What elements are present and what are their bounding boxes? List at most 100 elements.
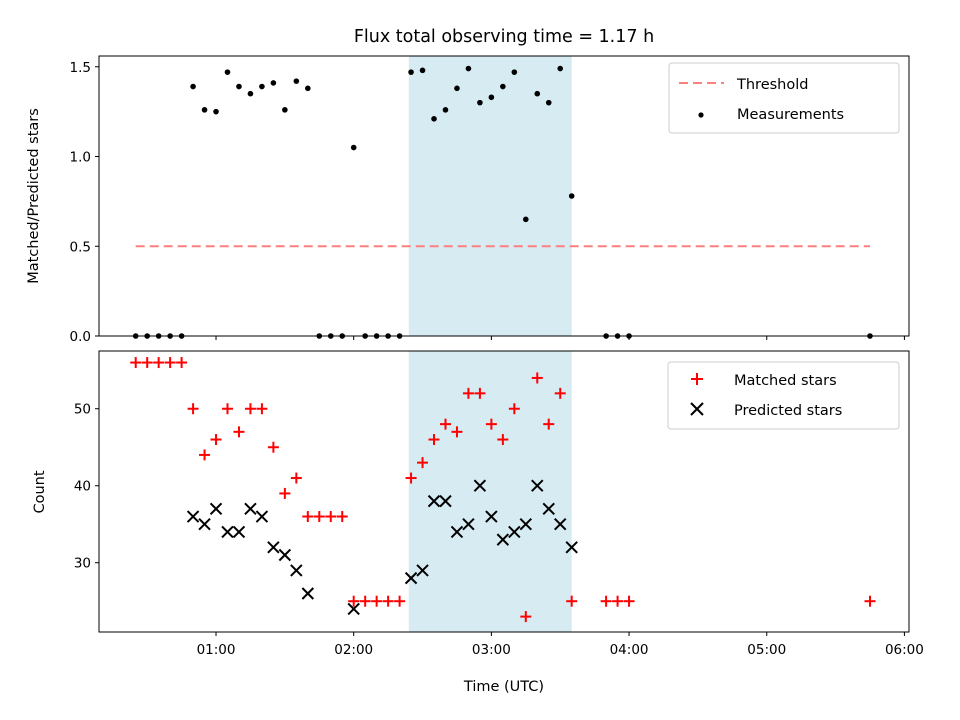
legend-threshold-label: Threshold bbox=[736, 77, 808, 93]
matched-star-point bbox=[566, 595, 578, 607]
matched-star-point bbox=[520, 611, 532, 623]
matched-star-point bbox=[164, 357, 176, 369]
bottom-y-axis: 30 40 50 bbox=[74, 402, 99, 572]
matched-star-point bbox=[256, 403, 268, 415]
matched-star-point bbox=[313, 511, 325, 523]
matched-star-point bbox=[600, 595, 612, 607]
bottom-x-axis: 01:00 02:00 03:00 04:00 05:00 06:00 bbox=[197, 632, 924, 658]
top-x-axis bbox=[215, 336, 905, 340]
matched-star-point bbox=[267, 441, 279, 453]
measurement-point bbox=[442, 107, 449, 113]
predicted-star-point bbox=[531, 479, 544, 492]
predicted-star-point bbox=[244, 502, 257, 516]
measurement-point bbox=[247, 90, 254, 97]
bottom-panel: 30 40 50 01:00 02:00 03:00 04:00 05:00 06:00 Co… bbox=[32, 350, 924, 695]
x-tick-label: 03:00 bbox=[472, 642, 511, 658]
measurement-point bbox=[568, 193, 575, 199]
predicted-star-point bbox=[519, 518, 533, 531]
measurement-point bbox=[190, 83, 196, 90]
matched-star-point bbox=[439, 418, 451, 430]
matched-star-point bbox=[176, 357, 188, 369]
matched-star-point bbox=[130, 357, 142, 369]
bottom-shaded-interval bbox=[408, 351, 572, 632]
matched-star-point bbox=[221, 403, 233, 415]
matched-star-point bbox=[371, 595, 383, 607]
matched-star-point bbox=[348, 595, 360, 607]
predicted-star-point bbox=[542, 502, 555, 516]
measurement-point bbox=[282, 107, 288, 113]
legend-predicted-swatch bbox=[690, 402, 704, 416]
y-tick-label: 30 bbox=[74, 556, 91, 572]
y-tick-label: 1.5 bbox=[70, 60, 91, 76]
y-tick-label: 40 bbox=[74, 479, 91, 495]
x-tick-label: 04:00 bbox=[610, 642, 649, 658]
predicted-star-point bbox=[508, 525, 521, 539]
count-points bbox=[130, 357, 876, 623]
measurement-point bbox=[465, 65, 472, 72]
predicted-star-point bbox=[554, 518, 567, 531]
measurement-point bbox=[305, 85, 311, 92]
measurement-point bbox=[201, 107, 208, 113]
y-tick-label: 0.0 bbox=[70, 329, 91, 345]
matched-star-point bbox=[864, 595, 876, 607]
top-y-axis-label: Matched/Predicted stars bbox=[26, 108, 42, 284]
predicted-star-point bbox=[301, 587, 315, 600]
predicted-star-point bbox=[485, 510, 498, 523]
predicted-star-point bbox=[232, 525, 246, 539]
measurement-point bbox=[431, 116, 437, 122]
top-panel: 0.0 0.5 1.0 1.5 Matched/Predicted stars Thr… bbox=[26, 55, 910, 345]
x-axis-label: Time (UTC) bbox=[463, 679, 544, 695]
matched-star-point bbox=[417, 457, 429, 469]
matched-star-point bbox=[141, 357, 153, 369]
measurement-point bbox=[236, 83, 242, 90]
legend-predicted-label: Predicted stars bbox=[734, 403, 842, 419]
matched-star-point bbox=[543, 418, 555, 430]
predicted-star-point bbox=[255, 510, 269, 523]
matched-star-point bbox=[531, 372, 543, 384]
matched-star-point bbox=[612, 595, 624, 607]
legend-measurements-swatch bbox=[698, 112, 704, 118]
predicted-star-point bbox=[427, 494, 441, 508]
measurement-point bbox=[511, 69, 518, 75]
matched-star-point bbox=[382, 595, 394, 607]
matched-star-point bbox=[325, 511, 337, 523]
predicted-star-point bbox=[186, 510, 200, 523]
x-tick-label: 06:00 bbox=[885, 642, 924, 658]
measurement-point bbox=[350, 144, 357, 151]
predicted-star-point bbox=[565, 541, 578, 554]
measurement-point bbox=[293, 78, 300, 84]
measurement-point bbox=[270, 80, 277, 86]
x-tick-label: 05:00 bbox=[747, 642, 786, 658]
y-tick-label: 0.5 bbox=[70, 239, 91, 255]
x-tick-label: 01:00 bbox=[197, 642, 236, 658]
predicted-star-point bbox=[450, 525, 464, 539]
matched-star-point bbox=[451, 426, 463, 438]
matched-star-point bbox=[428, 434, 440, 446]
y-tick-label: 50 bbox=[74, 402, 91, 418]
predicted-star-point bbox=[209, 502, 223, 516]
measurement-point bbox=[522, 216, 529, 223]
measurement-point bbox=[213, 108, 219, 115]
matched-star-point bbox=[485, 418, 497, 430]
measurement-point bbox=[477, 99, 483, 106]
matched-star-point bbox=[210, 434, 222, 446]
measurement-point bbox=[224, 69, 231, 75]
measurement-point bbox=[500, 83, 506, 90]
predicted-star-point bbox=[496, 533, 510, 546]
matched-star-point bbox=[359, 595, 371, 607]
predicted-star-point bbox=[439, 494, 452, 508]
predicted-star-point bbox=[290, 564, 303, 577]
predicted-star-point bbox=[278, 548, 292, 562]
matched-star-point bbox=[405, 472, 417, 484]
measurement-point bbox=[534, 90, 541, 97]
measurement-point bbox=[454, 85, 460, 92]
predicted-star-point bbox=[198, 518, 211, 531]
matched-star-point bbox=[233, 426, 245, 438]
top-plot-frame bbox=[98, 55, 910, 337]
matched-star-point bbox=[336, 511, 348, 523]
matched-star-point bbox=[199, 449, 211, 461]
legend-measurements-label: Measurements bbox=[737, 107, 844, 123]
predicted-star-point bbox=[462, 518, 475, 531]
matched-star-point bbox=[623, 595, 635, 607]
